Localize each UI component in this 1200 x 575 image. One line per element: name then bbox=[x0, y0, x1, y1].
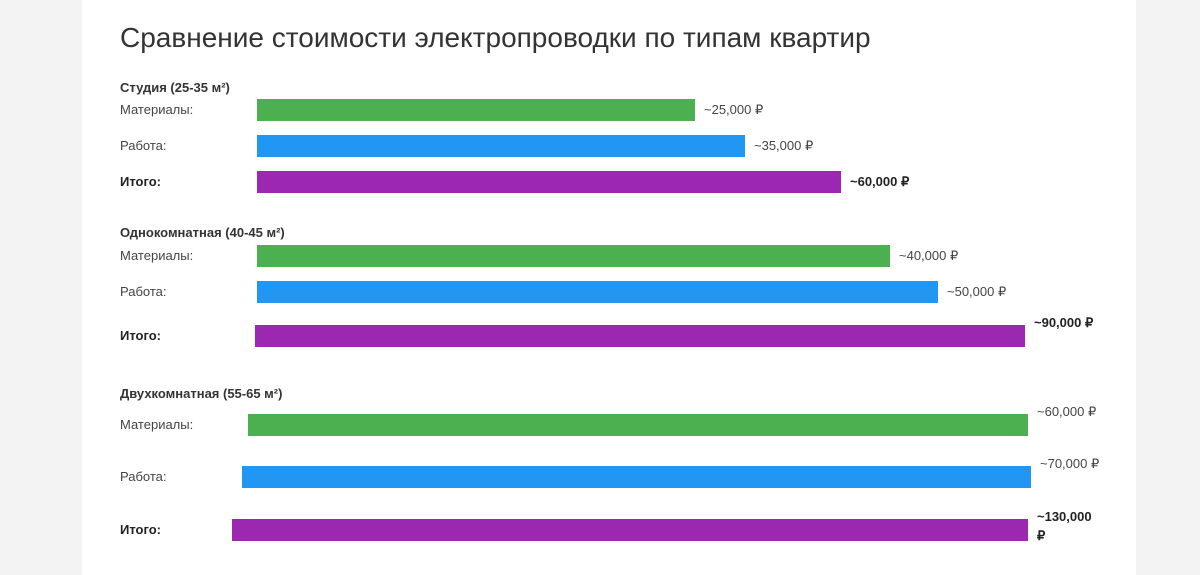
row-label: Материалы: bbox=[120, 248, 194, 263]
article-card: Сравнение стоимости электропроводки по т… bbox=[82, 0, 1136, 575]
value-label: ~60,000 ₽ bbox=[1037, 404, 1097, 419]
group-title: Двухкомнатная (55-65 м²) bbox=[120, 386, 283, 401]
chart-title: Сравнение стоимости электропроводки по т… bbox=[120, 22, 871, 53]
bar-work bbox=[257, 135, 745, 157]
group-title: Студия (25-35 м²) bbox=[120, 80, 230, 95]
value-label: ~35,000 ₽ bbox=[754, 138, 814, 153]
bar-materials bbox=[248, 414, 1028, 436]
row-label: Итого: bbox=[120, 328, 161, 343]
bar-total bbox=[257, 171, 841, 193]
value-label: ~50,000 ₽ bbox=[947, 284, 1007, 299]
bar-materials bbox=[257, 99, 695, 121]
value-label: ~25,000 ₽ bbox=[704, 102, 764, 117]
bar-materials bbox=[257, 245, 890, 267]
bar-total bbox=[232, 519, 1028, 541]
value-label: ~40,000 ₽ bbox=[899, 248, 959, 263]
row-label: Работа: bbox=[120, 284, 167, 299]
value-label: ~90,000 ₽ bbox=[1034, 315, 1094, 330]
value-label: ~60,000 ₽ bbox=[850, 174, 910, 189]
row-label: Материалы: bbox=[120, 102, 194, 117]
row-label: Итого: bbox=[120, 522, 161, 537]
bar-work bbox=[242, 466, 1031, 488]
value-label: ~70,000 ₽ bbox=[1040, 456, 1100, 471]
row-label: Работа: bbox=[120, 469, 167, 484]
group-title: Однокомнатная (40-45 м²) bbox=[120, 225, 285, 240]
value-label: ~130,000 ₽ bbox=[1037, 509, 1092, 543]
row-label: Итого: bbox=[120, 174, 161, 189]
row-label: Материалы: bbox=[120, 417, 194, 432]
row-label: Работа: bbox=[120, 138, 167, 153]
bar-total bbox=[255, 325, 1025, 347]
bar-work bbox=[257, 281, 938, 303]
